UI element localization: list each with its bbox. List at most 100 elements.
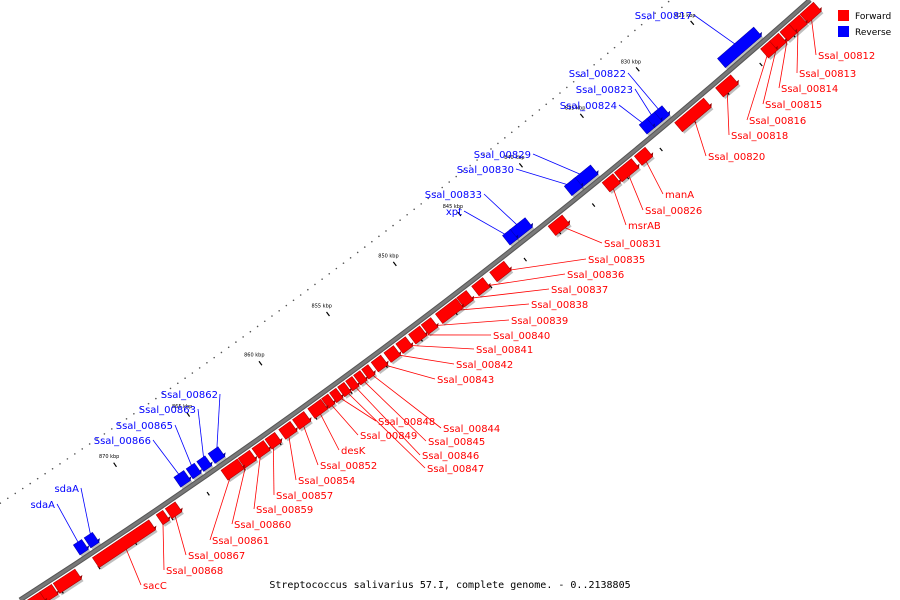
leader-line [379, 363, 436, 380]
gene-block [52, 568, 83, 594]
guide-dot [593, 63, 595, 66]
leader-line [272, 440, 275, 496]
guide-dot [385, 230, 387, 232]
guide-dot [545, 103, 548, 106]
gene-block-face [489, 260, 512, 283]
guide-dot [59, 463, 61, 465]
leader-line [746, 49, 770, 121]
gene-block [456, 290, 475, 308]
gene-label: Ssal_00865 [116, 421, 173, 432]
guide-dot [285, 304, 288, 307]
gene-label: Ssal_00862 [161, 390, 218, 401]
leader-line [162, 517, 165, 571]
gene-block [547, 214, 571, 236]
gene-label: Ssal_00826 [645, 206, 702, 217]
scale-tick [518, 162, 523, 168]
backbone-dots [0, 0, 670, 504]
gene-block-face [92, 519, 156, 568]
gene-label: Ssal_00835 [588, 255, 645, 266]
legend: Forward Reverse [838, 10, 892, 38]
gene-block-face [471, 277, 491, 297]
gene-block [715, 74, 739, 98]
gene-block-face [52, 568, 82, 594]
guide-dot [559, 92, 561, 94]
legend-label-reverse: Reverse [855, 28, 892, 38]
gene-label: Ssal_00822 [569, 69, 626, 80]
guide-dot [292, 299, 295, 302]
guide-dot [256, 325, 259, 328]
scale-tick-label: 830 kbp [621, 59, 641, 65]
leader-line [627, 72, 663, 114]
gene-block [614, 158, 640, 183]
gene-labels: Ssal_00812 Ssal_00813 Ssal_00814 Ssal_00815… [30, 11, 875, 592]
gene-block-face [337, 381, 352, 398]
guide-dot [14, 492, 17, 495]
leader-line [368, 371, 442, 429]
gene-label: Ssal_00861 [212, 536, 269, 547]
guide-dot [579, 75, 582, 77]
leader-line [173, 510, 187, 556]
gene-block-face [196, 455, 213, 472]
leader-line [726, 85, 730, 136]
guide-dot [363, 246, 366, 248]
gene-block-face [408, 325, 428, 345]
gene-label: Ssal_00845 [428, 437, 485, 448]
gene-block [24, 591, 48, 600]
label-leader-lines [56, 12, 817, 586]
gene-label: Ssal_00863 [139, 405, 196, 416]
gene-block [502, 229, 519, 246]
leader-line [626, 170, 644, 211]
gene-block [799, 1, 822, 24]
gene-block [196, 455, 213, 472]
leader-line [80, 487, 92, 541]
leader-line [532, 153, 586, 177]
gene-label: Ssal_00844 [443, 424, 500, 435]
gene-block [92, 519, 157, 568]
backbone-outline [18, 0, 812, 600]
gene-label: Ssal_00824 [560, 101, 617, 112]
guide-dot [242, 336, 244, 338]
guide-dot [74, 453, 76, 455]
gene-label: Ssal_00830 [457, 165, 514, 176]
guide-dot [278, 309, 280, 312]
guide-dot [483, 153, 485, 156]
minor-tick [591, 203, 596, 207]
leader-line [610, 182, 627, 226]
gene-block [292, 411, 312, 430]
guide-dot [191, 372, 194, 374]
gene-block [307, 398, 329, 419]
guide-dot [249, 330, 252, 333]
gene-label: Ssal_00846 [422, 451, 479, 462]
gene-block [185, 462, 202, 480]
minor-tick [759, 62, 763, 67]
gene-block-face [329, 387, 344, 403]
gene-label: Ssal_00867 [188, 551, 245, 562]
minor-tick [206, 491, 210, 496]
gene-block [471, 277, 491, 297]
gene-block [321, 393, 336, 409]
leader-line [449, 303, 530, 312]
scale-tick [113, 462, 117, 468]
guide-dot [321, 278, 323, 280]
guide-dot [634, 29, 636, 32]
leader-line [643, 156, 664, 195]
guide-dot [307, 288, 309, 291]
gene-block-face [185, 462, 202, 480]
gene-block [155, 509, 171, 526]
gene-label: Ssal_00852 [320, 461, 377, 472]
gene-block-face [674, 97, 712, 133]
leader-line [56, 503, 82, 548]
gene-block-face [307, 398, 329, 419]
gene-label: Ssal_00812 [818, 51, 875, 62]
leader-line [344, 389, 426, 469]
scale-tick-label: 865 kbp [172, 404, 192, 410]
gene-label: manA [665, 190, 694, 201]
guide-dot [356, 251, 359, 254]
leader-line [152, 439, 183, 480]
gene-label: Ssal_00848 [378, 417, 435, 428]
gene-block [164, 501, 183, 519]
guide-dot [427, 197, 430, 200]
gene-block-face [207, 446, 226, 464]
gene-block-face [456, 290, 474, 308]
guide-dot [140, 407, 143, 410]
